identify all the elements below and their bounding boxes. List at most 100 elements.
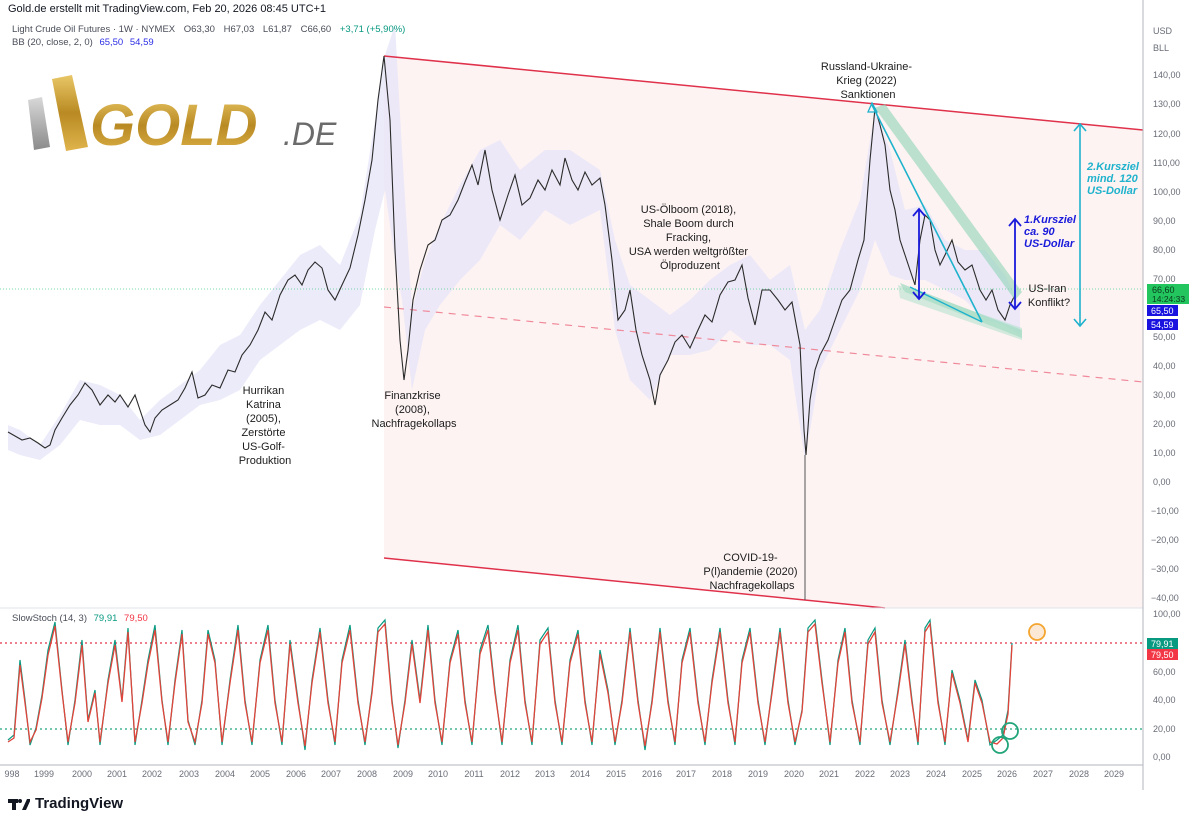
- svg-text:2006: 2006: [286, 769, 306, 779]
- svg-text:80,00: 80,00: [1153, 245, 1176, 255]
- price-line: [7, 55, 1016, 456]
- symbol-name: Light Crude Oil Futures · 1W · NYMEX: [12, 24, 176, 35]
- svg-text:2028: 2028: [1069, 769, 1089, 779]
- bb-upper-value: 65,50: [99, 37, 124, 48]
- stoch-oversold-circle-1: [991, 736, 1009, 754]
- svg-text:120,00: 120,00: [1153, 129, 1181, 139]
- channel-midline: [383, 306, 1144, 383]
- stoch-k-value: 79,91: [93, 613, 118, 624]
- svg-text:BLL: BLL: [1153, 43, 1169, 53]
- svg-text:1999: 1999: [34, 769, 54, 779]
- svg-text:2019: 2019: [748, 769, 768, 779]
- svg-text:2001: 2001: [107, 769, 127, 779]
- annotation-target1: 1.Kursziel ca. 90 US-Dollar: [1024, 214, 1079, 250]
- svg-text:2008: 2008: [357, 769, 377, 779]
- annotation-russland: Russland-Ukraine- Krieg (2022) Sanktione…: [821, 61, 915, 101]
- bb-label: BB (20, close, 2, 0): [12, 37, 93, 48]
- svg-text:2005: 2005: [250, 769, 270, 779]
- stoch-d-tag: [1147, 649, 1178, 660]
- stoch-d-value: 79,50: [124, 613, 148, 624]
- high-value: H67,03: [223, 24, 255, 35]
- falling-wedge-upper: [875, 104, 1022, 300]
- svg-text:2022: 2022: [855, 769, 875, 779]
- svg-text:66,60: 66,60: [1152, 285, 1175, 295]
- annotation-katrina: Hurrikan Katrina (2005), Zerstörte US-Go…: [239, 385, 292, 467]
- svg-text:79,91: 79,91: [1151, 639, 1174, 649]
- svg-text:2002: 2002: [142, 769, 162, 779]
- svg-text:2014: 2014: [570, 769, 590, 779]
- bb-lower-tag: [1147, 319, 1178, 330]
- tradingview-wordmark: TradingView: [35, 795, 124, 812]
- svg-text:2011: 2011: [464, 769, 483, 779]
- annotation-covid: COVID-19- P(l)andemie (2020) Nachfrageko…: [703, 552, 800, 592]
- stoch-k-tag: [1147, 638, 1178, 649]
- channel-upper-line: [383, 55, 1144, 131]
- low-value: L61,87: [262, 24, 292, 35]
- svg-text:60,00: 60,00: [1153, 667, 1176, 677]
- svg-text:2026: 2026: [997, 769, 1017, 779]
- svg-text:−40,00: −40,00: [1151, 593, 1179, 603]
- bb-legend[interactable]: BB (20, close, 2, 0) 65,50 54,59: [12, 37, 154, 48]
- stoch-oversold-circle-2: [1001, 722, 1019, 740]
- last-price-tag: [1147, 284, 1189, 304]
- svg-text:100,00: 100,00: [1153, 187, 1181, 197]
- bb-upper-tag: [1147, 305, 1178, 316]
- chart-credit: Gold.de erstellt mit TradingView.com, Fe…: [8, 3, 327, 15]
- svg-text:70,00: 70,00: [1153, 274, 1176, 284]
- svg-text:2025: 2025: [962, 769, 982, 779]
- channel-lower-line: [383, 557, 886, 609]
- svg-text:2018: 2018: [712, 769, 732, 779]
- stoch-axis[interactable]: 100,00 60,00 40,00 20,00 0,00: [1153, 609, 1181, 762]
- svg-text:2029: 2029: [1104, 769, 1124, 779]
- svg-text:79,50: 79,50: [1151, 650, 1174, 660]
- svg-text:140,00: 140,00: [1153, 70, 1181, 80]
- gold-bar-icon: [52, 75, 88, 151]
- tradingview-icon: [8, 798, 30, 810]
- svg-text:40,00: 40,00: [1153, 695, 1176, 705]
- svg-text:−10,00: −10,00: [1151, 506, 1179, 516]
- svg-text:2020: 2020: [784, 769, 804, 779]
- svg-text:50,00: 50,00: [1153, 332, 1176, 342]
- svg-text:2013: 2013: [535, 769, 555, 779]
- svg-text:2016: 2016: [642, 769, 662, 779]
- svg-text:40,00: 40,00: [1153, 361, 1176, 371]
- svg-text:2017: 2017: [676, 769, 696, 779]
- svg-text:2000: 2000: [72, 769, 92, 779]
- time-axis[interactable]: 998 1999 2000 2001 2002 2003 2004 2005 2…: [4, 769, 1124, 779]
- svg-text:2003: 2003: [179, 769, 199, 779]
- svg-text:GOLD: GOLD: [90, 93, 258, 155]
- legend-box: [8, 20, 363, 52]
- svg-text:54,59: 54,59: [1151, 320, 1174, 330]
- svg-text:100,00: 100,00: [1153, 609, 1181, 619]
- change-value: +3,71 (+5,90%): [339, 24, 406, 35]
- stoch-d-line: [7, 622, 1013, 747]
- gold-de-logo: GOLD .DE: [28, 75, 337, 155]
- annotation-oelboom: US-Ölboom (2018), Shale Boom durch Frack…: [629, 204, 751, 272]
- stoch-label: SlowStoch (14, 3): [12, 613, 87, 624]
- svg-text:2012: 2012: [500, 769, 520, 779]
- symbol-legend[interactable]: Light Crude Oil Futures · 1W · NYMEX O63…: [12, 24, 405, 35]
- svg-text:10,00: 10,00: [1153, 448, 1176, 458]
- wedge-cyan-line-2: [909, 286, 983, 323]
- svg-text:130,00: 130,00: [1153, 99, 1181, 109]
- svg-text:2021: 2021: [819, 769, 839, 779]
- wedge-cyan-line-1: [871, 104, 983, 323]
- tradingview-logo[interactable]: TradingView: [8, 795, 123, 812]
- svg-text:30,00: 30,00: [1153, 390, 1176, 400]
- svg-text:−30,00: −30,00: [1151, 564, 1179, 574]
- annotation-iran: US-Iran Konflikt?: [1028, 283, 1070, 309]
- svg-text:USD: USD: [1153, 26, 1173, 36]
- svg-text:998: 998: [4, 769, 19, 779]
- svg-text:2009: 2009: [393, 769, 413, 779]
- stoch-overbought-circle: [1028, 623, 1046, 641]
- svg-text:65,50: 65,50: [1151, 306, 1174, 316]
- svg-text:2007: 2007: [321, 769, 341, 779]
- silver-bar-icon: [28, 97, 50, 150]
- stoch-legend[interactable]: SlowStoch (14, 3) 79,91 79,50: [12, 613, 148, 624]
- svg-text:110,00: 110,00: [1153, 158, 1180, 168]
- svg-text:2010: 2010: [428, 769, 448, 779]
- svg-text:2024: 2024: [926, 769, 946, 779]
- close-value: C66,60: [300, 24, 332, 35]
- price-axis[interactable]: USD BLL 140,00 130,00 120,00 110,00 100,…: [1151, 26, 1181, 603]
